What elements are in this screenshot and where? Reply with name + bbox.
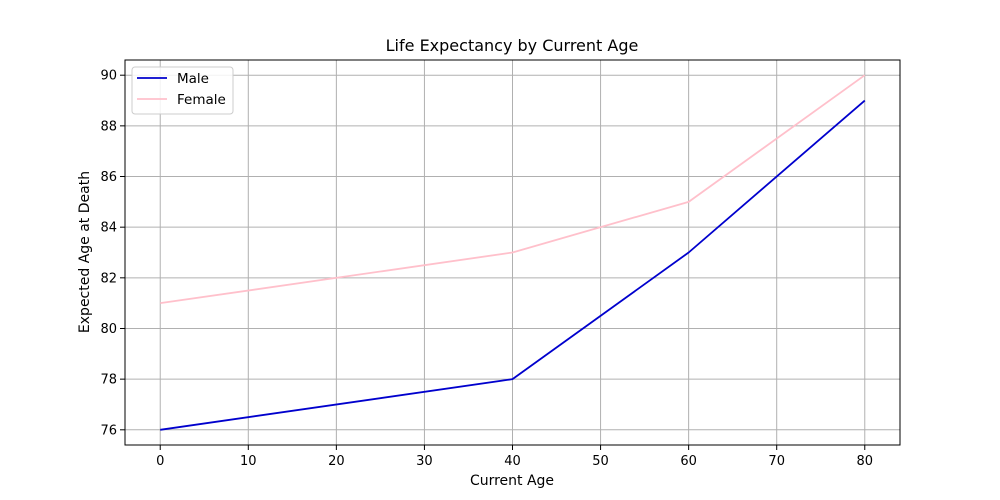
x-axis-ticks: 0 10 20 30 40 50 60 70 80 (156, 445, 873, 469)
x-tick-label: 60 (680, 454, 697, 469)
y-tick-label: 90 (100, 69, 117, 84)
legend-label-female: Female (177, 92, 226, 108)
x-tick-label: 30 (416, 454, 433, 469)
x-tick-label: 10 (240, 454, 257, 469)
series-lines (160, 74, 866, 431)
legend: Male Female (131, 66, 234, 115)
y-tick-label: 84 (100, 221, 117, 236)
y-tick-label: 78 (100, 373, 117, 388)
x-axis-label: Current Age (470, 473, 554, 489)
y-tick-label: 76 (100, 423, 117, 438)
y-tick-label: 86 (100, 170, 117, 185)
y-tick-label: 82 (100, 271, 117, 286)
x-tick-label: 80 (856, 454, 873, 469)
y-tick-label: 88 (100, 119, 117, 134)
x-tick-label: 0 (156, 454, 164, 469)
y-axis-label: Expected Age at Death (77, 171, 93, 333)
y-tick-label: 80 (100, 322, 117, 337)
chart-title: Life Expectancy by Current Age (386, 36, 639, 55)
legend-label-male: Male (177, 71, 209, 87)
series-line-male (160, 99, 866, 431)
x-tick-label: 40 (504, 454, 521, 469)
x-tick-label: 20 (328, 454, 345, 469)
x-tick-label: 70 (768, 454, 785, 469)
y-axis-ticks: 76 78 80 82 84 86 88 90 (100, 69, 125, 438)
x-tick-label: 50 (592, 454, 609, 469)
series-line-female (160, 74, 866, 305)
